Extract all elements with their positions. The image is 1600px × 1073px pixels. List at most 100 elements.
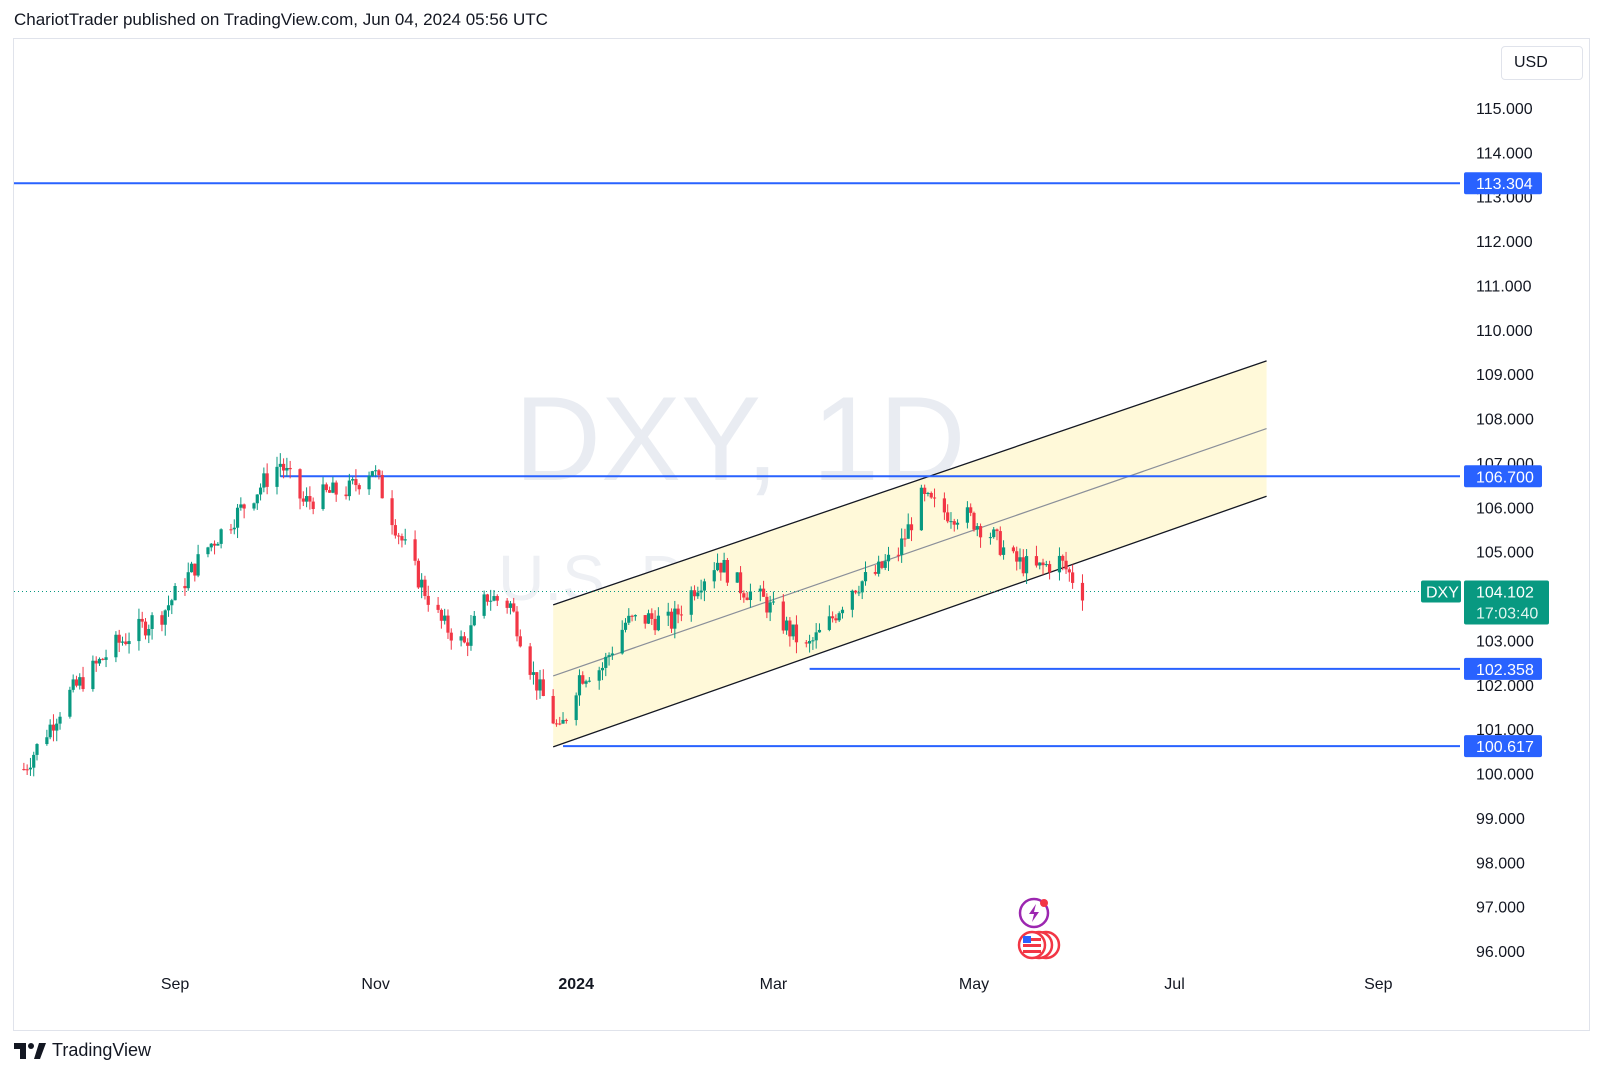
candle-body (515, 611, 519, 637)
candle-body (883, 561, 887, 568)
candle-body (443, 615, 447, 621)
candle-body (150, 615, 154, 629)
candle-body (374, 470, 378, 472)
candle-body (827, 616, 831, 630)
candle-body (255, 494, 259, 504)
parallel-channel[interactable] (14, 360, 1460, 748)
candle-body (81, 677, 85, 690)
candle-body (745, 597, 749, 601)
candle-body (765, 596, 769, 613)
candle-body (212, 543, 217, 546)
candle-body (74, 679, 79, 686)
us-flag-icon[interactable] (1017, 930, 1061, 960)
candle-body (722, 559, 726, 573)
candle-body (173, 585, 177, 601)
candle-body (331, 482, 335, 493)
candle-body (932, 497, 937, 499)
candle-body (854, 590, 858, 593)
price-axis[interactable]: 115.000114.000113.000112.000111.000110.0… (1476, 101, 1534, 961)
candle-body (831, 616, 835, 619)
candle-body (643, 615, 647, 624)
candle-body (850, 590, 854, 610)
time-axis[interactable]: Sep Nov 2024 Mar May Jul Sep (161, 976, 1393, 993)
candle-body (472, 615, 476, 626)
candle-body (995, 529, 999, 532)
candle-body (239, 504, 243, 508)
flash-icon[interactable] (1018, 897, 1050, 929)
y-tick-label: 115.000 (1476, 101, 1533, 118)
candle-body (597, 670, 601, 681)
currency-button[interactable]: USD (1501, 46, 1583, 80)
candle-body (1067, 569, 1071, 573)
candle-body (101, 658, 105, 660)
candle-body (354, 479, 358, 486)
candle-body (719, 562, 723, 573)
candle-body (975, 526, 979, 530)
candle-body (377, 470, 381, 475)
candle-body (998, 531, 1002, 555)
candle-body (58, 716, 62, 724)
candle-body (413, 539, 417, 561)
candle-body (623, 622, 628, 630)
y-tick-label: 102.000 (1476, 678, 1534, 695)
price-tags: 113.304 106.700 102.358 100.617 DXY 104.102 17… (1421, 172, 1549, 758)
candle-body (1057, 555, 1062, 573)
candle-body (696, 592, 700, 597)
candle-body (137, 618, 141, 642)
level-price-label: 113.304 (1476, 176, 1533, 193)
level-price-tag (1464, 172, 1542, 195)
candle-body (403, 539, 407, 541)
candle-body (416, 560, 420, 588)
candle-body (367, 476, 371, 490)
candle-body (1015, 551, 1019, 562)
candle-body (923, 487, 927, 495)
candle-body (68, 689, 72, 717)
x-tick-label: Jul (1164, 976, 1184, 993)
candle-body (170, 600, 174, 606)
candle-body (209, 543, 213, 548)
candle-body (702, 581, 706, 591)
candle-body (607, 655, 611, 657)
candle-body (380, 474, 384, 499)
candle-body (124, 641, 128, 645)
candle-body (1024, 556, 1029, 574)
candle-body (508, 603, 513, 608)
candle-body (439, 609, 443, 621)
symbol-tag-label: DXY (1426, 585, 1459, 602)
publisher-header: ChariotTrader published on TradingView.c… (14, 10, 548, 29)
symbol-tag (1421, 580, 1461, 603)
candle-body (275, 466, 279, 487)
y-tick-label: 105.000 (1476, 545, 1534, 562)
event-icons[interactable] (1017, 897, 1061, 960)
horizontal-levels[interactable] (14, 182, 1460, 748)
tradingview-footer[interactable]: TradingView (14, 1040, 151, 1061)
candle-body (242, 504, 246, 509)
candle-body (880, 561, 884, 568)
x-tick-label: Nov (361, 976, 389, 993)
candle-body (278, 463, 282, 467)
candle-body (673, 608, 677, 629)
candle-body (232, 527, 236, 530)
channel-lower-line (552, 495, 1267, 748)
channel-median-line (552, 427, 1267, 677)
candle-body (676, 608, 680, 615)
candle-body (370, 471, 374, 477)
y-tick-label: 108.000 (1476, 412, 1534, 429)
candle-body (929, 492, 933, 498)
candle-body (689, 590, 693, 615)
candle-body (420, 579, 424, 588)
candle-body (288, 467, 292, 470)
candle-body (485, 594, 490, 602)
candle-body (896, 554, 900, 556)
candle-body (679, 614, 683, 616)
candle-body (561, 719, 565, 724)
candle-body (97, 658, 102, 664)
candle-body (541, 679, 545, 696)
candle-body (25, 769, 29, 771)
y-tick-label: 97.000 (1476, 900, 1525, 917)
candle-body (811, 640, 815, 642)
channel-upper-line (552, 360, 1267, 606)
candle-body (666, 611, 670, 616)
candle-body (357, 485, 361, 490)
